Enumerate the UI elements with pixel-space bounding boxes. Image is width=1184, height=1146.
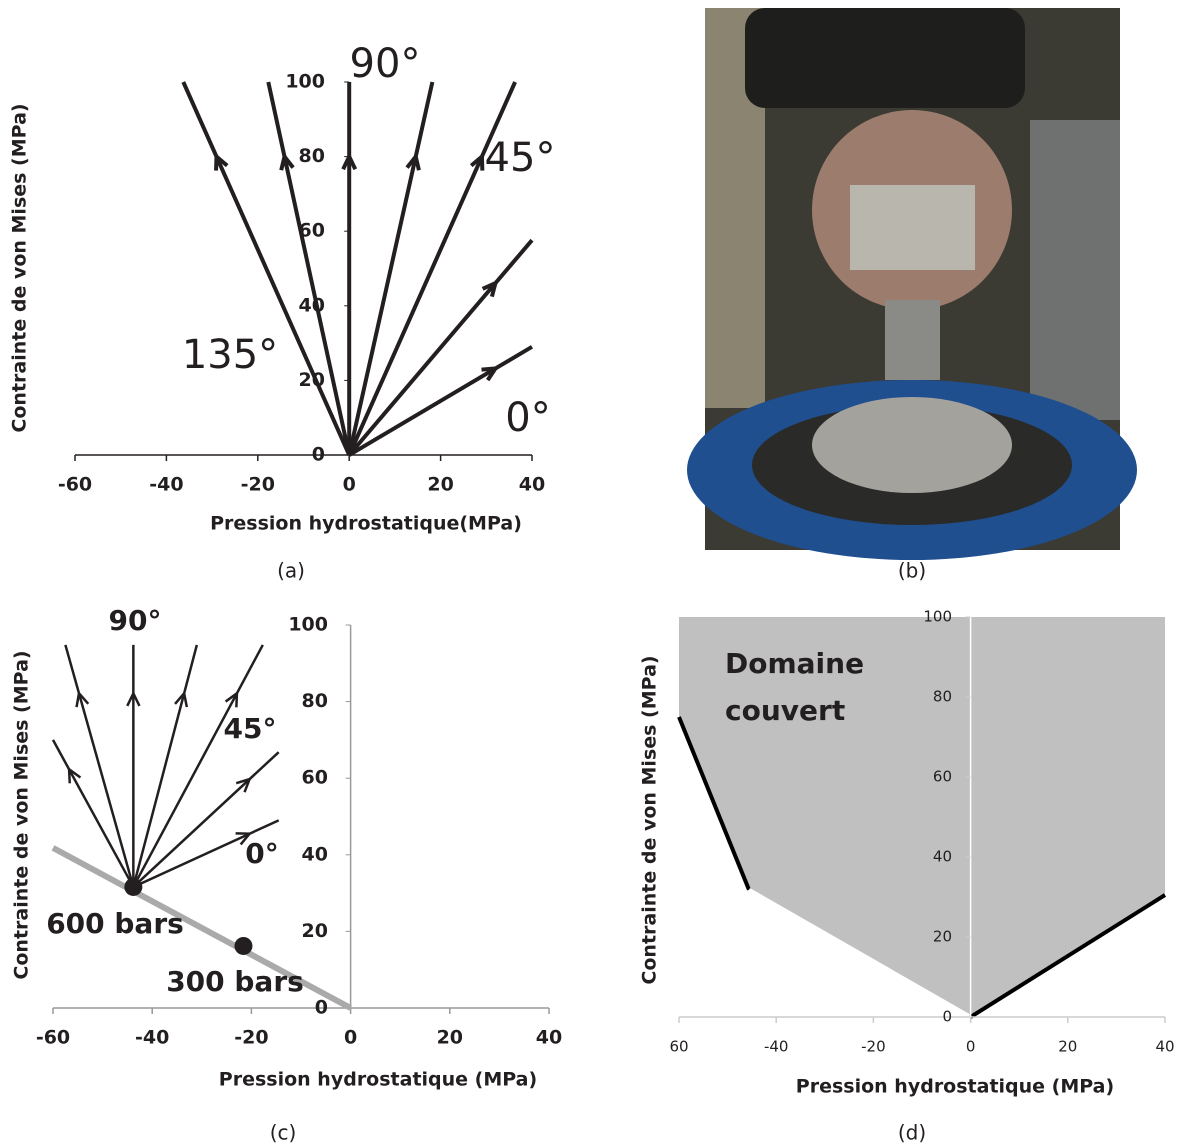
arrow-head: [235, 832, 253, 846]
annotation: 45°: [485, 135, 556, 181]
annotation: 45°: [224, 712, 277, 745]
arrow-head: [341, 152, 358, 171]
y-tick-label: 60: [299, 220, 325, 242]
annotation: 90°: [109, 604, 162, 637]
x-tick-label: -20: [241, 474, 275, 496]
arrow-head: [67, 766, 82, 784]
annotation: 0°: [245, 837, 278, 870]
x-tick-label: -60: [36, 1027, 70, 1049]
x-tick-label: 0: [344, 1027, 357, 1049]
area-edge: [969, 893, 1167, 1019]
y-tick-label: 80: [933, 688, 952, 706]
x-tick-label: 40: [536, 1027, 562, 1049]
arrow-head: [279, 152, 295, 171]
annotation: 90°: [350, 41, 421, 87]
y-tick-label: 40: [933, 848, 952, 866]
annotation: 135°: [182, 332, 278, 378]
arrow-head: [174, 690, 189, 708]
photo-rod: [885, 300, 940, 380]
annotation: couvert: [725, 694, 845, 727]
y-tick-label: 0: [315, 997, 328, 1019]
caption: (c): [270, 1121, 297, 1145]
y-tick-label: 100: [288, 614, 328, 636]
annotation: Domaine: [725, 647, 864, 680]
x-tick-label: -40: [149, 474, 183, 496]
area-edge: [747, 888, 972, 1019]
caption: (a): [277, 559, 305, 583]
area: [679, 617, 1165, 1017]
arrow-head: [481, 279, 499, 298]
ray: [132, 819, 280, 889]
guide-line: [51, 845, 353, 1011]
y-tick-label: 40: [302, 843, 328, 865]
ray: [266, 81, 352, 456]
photo-top-plate: [745, 8, 1025, 108]
ray: [181, 81, 352, 456]
y-axis-title: Contrainte de von Mises (MPa): [639, 655, 661, 984]
ray: [132, 644, 199, 888]
x-tick-label: 0: [966, 1038, 976, 1056]
arrow-head: [235, 777, 252, 793]
y-tick-label: 40: [299, 294, 325, 316]
arrow-head: [214, 152, 229, 171]
marker-label: 600 bars: [46, 907, 184, 940]
ray: [51, 739, 135, 888]
arrow-head: [405, 152, 421, 171]
photo-equipment: [1030, 120, 1120, 420]
arrow-head: [224, 690, 239, 708]
x-tick-label: 40: [519, 474, 545, 496]
ray: [132, 751, 280, 888]
ray: [347, 81, 435, 456]
photo-disc: [812, 397, 1012, 493]
x-tick-label: -40: [135, 1027, 169, 1049]
arrow-head: [469, 152, 485, 171]
arrow-head: [481, 366, 500, 382]
y-tick-label: 60: [933, 768, 952, 786]
marker: [124, 877, 143, 896]
ray: [347, 238, 534, 457]
x-axis-title: Pression hydrostatique(MPa): [210, 513, 522, 535]
y-tick-label: 100: [285, 71, 325, 93]
ray: [64, 644, 135, 888]
area-edge: [677, 716, 751, 891]
x-tick-label: 0: [343, 474, 356, 496]
caption: (b): [898, 559, 926, 583]
x-axis-title: Pression hydrostatique (MPa): [796, 1076, 1114, 1098]
y-tick-label: 60: [302, 767, 328, 789]
x-tick-label: -20: [861, 1038, 886, 1056]
y-tick-label: 80: [299, 145, 325, 167]
ray: [132, 644, 264, 888]
y-tick-label: 80: [302, 690, 328, 712]
y-axis-title: Contrainte de von Mises (MPa): [9, 103, 31, 432]
y-tick-label: 100: [923, 608, 952, 626]
arrow-head: [75, 690, 90, 708]
photo-specimen: [850, 185, 975, 270]
arrow-head: [126, 690, 141, 707]
y-tick-label: 0: [312, 444, 325, 466]
y-axis-title: Contrainte de von Mises (MPa): [11, 650, 33, 979]
x-tick-label: -60: [58, 474, 92, 496]
x-tick-label: -40: [764, 1038, 789, 1056]
x-tick-label: -20: [234, 1027, 268, 1049]
x-tick-label: 60: [669, 1038, 688, 1056]
marker: [234, 936, 253, 955]
marker-label: 300 bars: [166, 965, 304, 998]
x-tick-label: 40: [1155, 1038, 1174, 1056]
x-tick-label: 20: [437, 1027, 463, 1049]
ray: [347, 81, 517, 456]
x-tick-label: 20: [1058, 1038, 1077, 1056]
y-tick-label: 0: [942, 1008, 952, 1026]
y-tick-label: 20: [933, 928, 952, 946]
photo: [687, 8, 1137, 560]
x-axis-title: Pression hydrostatique (MPa): [219, 1069, 537, 1091]
ray: [348, 345, 534, 457]
x-tick-label: 20: [427, 474, 453, 496]
annotation: 0°: [505, 395, 550, 441]
y-tick-label: 20: [302, 920, 328, 942]
caption: (d): [898, 1121, 926, 1145]
